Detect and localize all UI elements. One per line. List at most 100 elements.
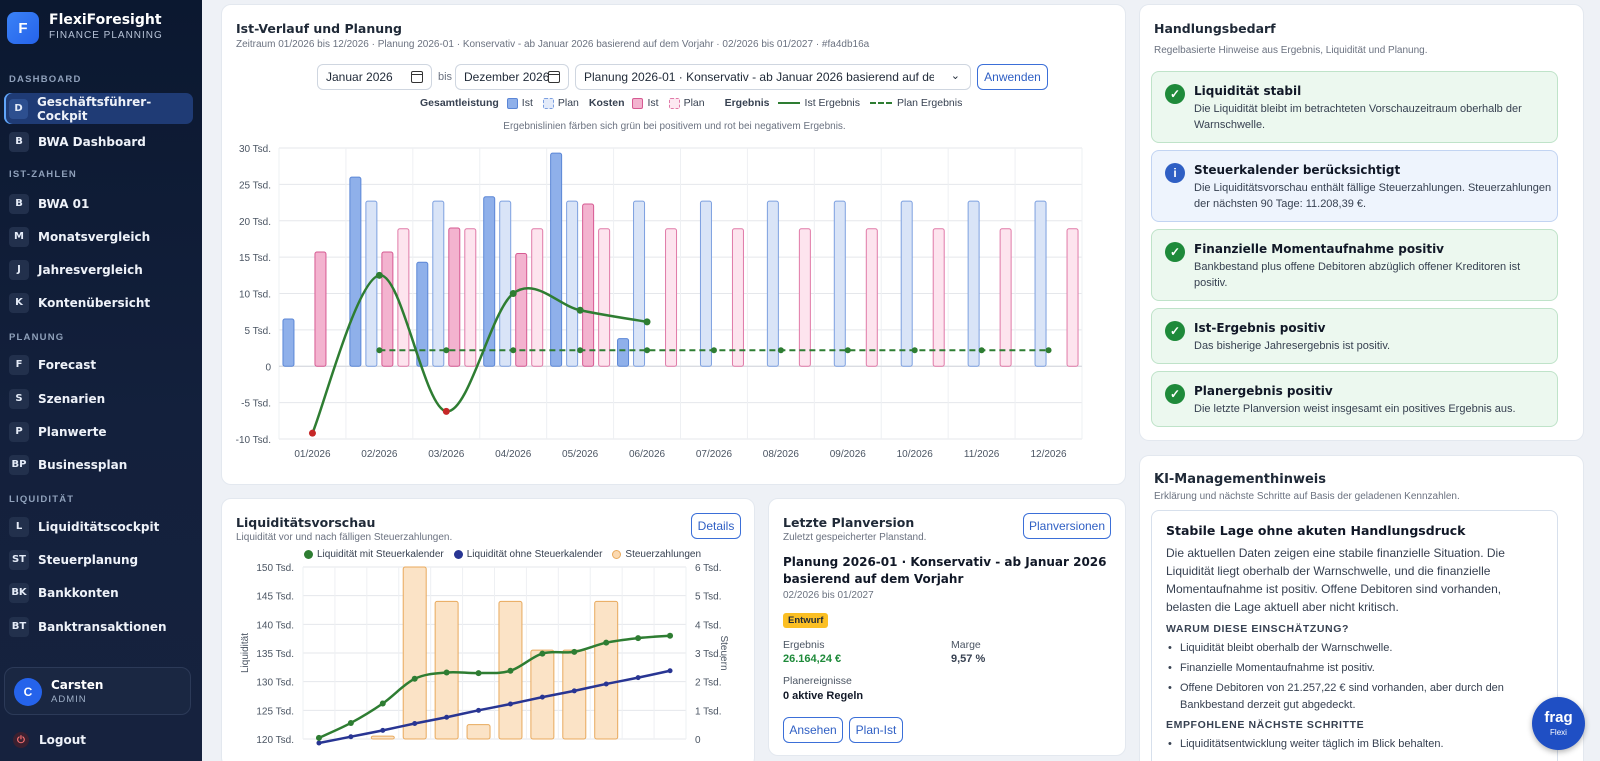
- sidebar-item-monatsvergleich[interactable]: M Monatsvergleich: [4, 221, 193, 252]
- details-button[interactable]: Details: [691, 513, 741, 539]
- legend-label: Ist: [647, 97, 659, 109]
- sidebar-item-forecast[interactable]: F Forecast: [4, 349, 193, 380]
- ist-ergebnis-line: [379, 274, 447, 413]
- sidebar-item-businessplan[interactable]: BP Businessplan: [4, 449, 193, 480]
- sidebar-item-label: Szenarien: [38, 391, 106, 406]
- sidebar-item-bwa01[interactable]: B BWA 01: [4, 188, 193, 219]
- brand[interactable]: F FlexiForesight FINANCE PLANNING: [7, 12, 197, 46]
- steuerplanung-icon: ST: [9, 549, 29, 570]
- x-tick-label: 08/2026: [763, 449, 800, 460]
- liquiditaetscockpit-icon: L: [9, 516, 29, 537]
- y-tick-label: 135 Tsd.: [256, 649, 294, 660]
- hint-text: Die letzte Planversion weist insgesamt e…: [1194, 403, 1516, 415]
- ki-title: KI-Managementhinweis: [1154, 472, 1326, 487]
- hint-title: Finanzielle Momentaufnahme positiv: [1194, 242, 1445, 256]
- planversionen-button[interactable]: Planversionen: [1023, 513, 1111, 539]
- line-point: [475, 670, 482, 677]
- bar-kosten-ist: [448, 227, 461, 367]
- y-tick-label: 20 Tsd.: [239, 217, 271, 228]
- liquidity-chart: 150 Tsd. 145 Tsd. 140 Tsd. 135 Tsd. 130 Tsd.…: [240, 563, 729, 746]
- ist-ergebnis-point: [643, 318, 651, 326]
- apply-button[interactable]: Anwenden: [977, 64, 1048, 90]
- section-title-liquiditaet: LIQUIDITÄT: [9, 494, 75, 505]
- from-date-input[interactable]: Januar 2026: [317, 64, 432, 90]
- hint-planergebnis[interactable]: ✓ Planergebnis positiv Die letzte Planvers…: [1151, 371, 1558, 427]
- legend-group-kosten: Kosten: [588, 97, 625, 109]
- x-tick-label: 10/2026: [897, 449, 934, 460]
- bar-gesamtleistung-plan: [833, 200, 846, 367]
- logout-button[interactable]: ⏻ Logout: [13, 732, 86, 748]
- ki-next-heading: EMPFOHLENE NÄCHSTE SCHRITTE: [1166, 719, 1365, 731]
- line-point: [667, 632, 674, 639]
- y2-tick-label: 1 Tsd.: [695, 706, 722, 717]
- legend-label: Steuerzahlungen: [625, 549, 702, 560]
- plan-ergebnis-point: [577, 347, 584, 354]
- sidebar-item-label: Forecast: [38, 357, 97, 372]
- y-tick-label: 145 Tsd.: [256, 592, 294, 603]
- legend-line-plan: [869, 102, 892, 104]
- view-button[interactable]: Ansehen: [783, 717, 843, 743]
- legend-dot: [453, 550, 463, 559]
- sidebar-item-planwerte[interactable]: P Planwerte: [4, 416, 193, 447]
- y-tick-label: 25 Tsd.: [239, 180, 271, 191]
- sidebar-item-liquiditaetscockpit[interactable]: L Liquiditätscockpit: [4, 511, 193, 542]
- plan-version-select[interactable]: Planung 2026-01 · Konservativ - ab Janua…: [575, 64, 971, 90]
- hint-text: Die Liquidität bleibt im betrachteten Vo…: [1194, 103, 1522, 131]
- hint-liquiditaet-stabil[interactable]: ✓ Liquidität stabil Die Liquidität bleibt …: [1151, 71, 1558, 143]
- bar-kosten-plan: [731, 228, 744, 367]
- bar-steuerzahlungen: [562, 649, 587, 740]
- list-item: Liquiditätsentwicklung weiter täglich im…: [1166, 736, 1548, 753]
- plan-ergebnis-point: [978, 347, 985, 354]
- line-point: [603, 681, 609, 687]
- y-tick-label: 10 Tsd.: [239, 290, 271, 301]
- line-point: [667, 668, 673, 674]
- sidebar-item-label: BWA Dashboard: [38, 134, 146, 149]
- sidebar-item-kontenuebersicht[interactable]: K Kontenübersicht: [4, 287, 193, 318]
- sidebar-item-cockpit[interactable]: D Geschäftsführer-Cockpit: [4, 93, 193, 124]
- y-tick-label: 120 Tsd.: [256, 735, 294, 746]
- bar-steuerzahlungen: [370, 735, 395, 740]
- bar-gesamtleistung-plan: [967, 200, 980, 367]
- range-separator: bis: [438, 71, 453, 83]
- to-date-input[interactable]: Dezember 2026: [455, 64, 569, 90]
- frag-flexi-button[interactable]: frag Flexi: [1532, 697, 1585, 750]
- legend-label: Ist: [521, 97, 533, 109]
- sidebar-item-label: BWA 01: [38, 196, 90, 211]
- x-tick-label: 06/2026: [629, 449, 666, 460]
- y-tick-label: 130 Tsd.: [256, 678, 294, 689]
- brand-logo-icon: F: [7, 12, 39, 44]
- sidebar-item-bwa-dashboard[interactable]: B BWA Dashboard: [4, 126, 193, 157]
- line-point: [444, 714, 450, 720]
- plan-ergebnis-point: [443, 347, 450, 354]
- plan-ergebnis-point: [844, 347, 851, 354]
- sidebar-item-bankkonten[interactable]: BK Bankkonten: [4, 577, 193, 608]
- bar-gesamtleistung-ist: [349, 176, 362, 367]
- ergebnis-value: 26.164,24 €: [783, 653, 842, 665]
- user-profile[interactable]: C Carsten ADMIN: [4, 667, 191, 715]
- y-tick-label: -10 Tsd.: [236, 435, 271, 446]
- hint-steuerkalender[interactable]: i Steuerkalender berücksichtigt Die Liquid…: [1151, 150, 1558, 222]
- line-point: [348, 734, 354, 740]
- sidebar-item-jahresvergleich[interactable]: J Jahresvergleich: [4, 254, 193, 285]
- info-icon: i: [1165, 163, 1185, 183]
- line-point: [507, 701, 513, 707]
- planwerte-icon: P: [9, 421, 29, 442]
- hint-momentaufnahme[interactable]: ✓ Finanzielle Momentaufnahme positiv Bankb…: [1151, 229, 1558, 301]
- plan-card-subtitle: Zuletzt gespeicherter Planstand.: [783, 532, 927, 543]
- sidebar: F FlexiForesight FINANCE PLANNING DASHBO…: [0, 0, 202, 761]
- plan-ist-button[interactable]: Plan-Ist: [849, 717, 903, 743]
- ergebnis-label: Ergebnis: [783, 639, 825, 651]
- x-tick-label: 02/2026: [361, 449, 398, 460]
- line-point: [347, 719, 354, 726]
- sidebar-item-banktransaktionen[interactable]: BT Banktransaktionen: [4, 611, 193, 642]
- plan-version-value: Planung 2026-01 · Konservativ - ab Janua…: [584, 70, 934, 84]
- hint-ist-ergebnis[interactable]: ✓ Ist-Ergebnis positiv Das bisherige Jahre…: [1151, 308, 1558, 364]
- bar-steuerzahlungen: [402, 566, 427, 740]
- line-point: [539, 694, 545, 700]
- sidebar-item-szenarien[interactable]: S Szenarien: [4, 383, 193, 414]
- bar-gesamtleistung-plan: [766, 200, 779, 367]
- ki-subtitle: Erklärung und nächste Schritte auf Basis…: [1154, 491, 1460, 502]
- bar-gesamtleistung-ist: [483, 196, 496, 367]
- line-point: [315, 734, 322, 741]
- sidebar-item-steuerplanung[interactable]: ST Steuerplanung: [4, 544, 193, 575]
